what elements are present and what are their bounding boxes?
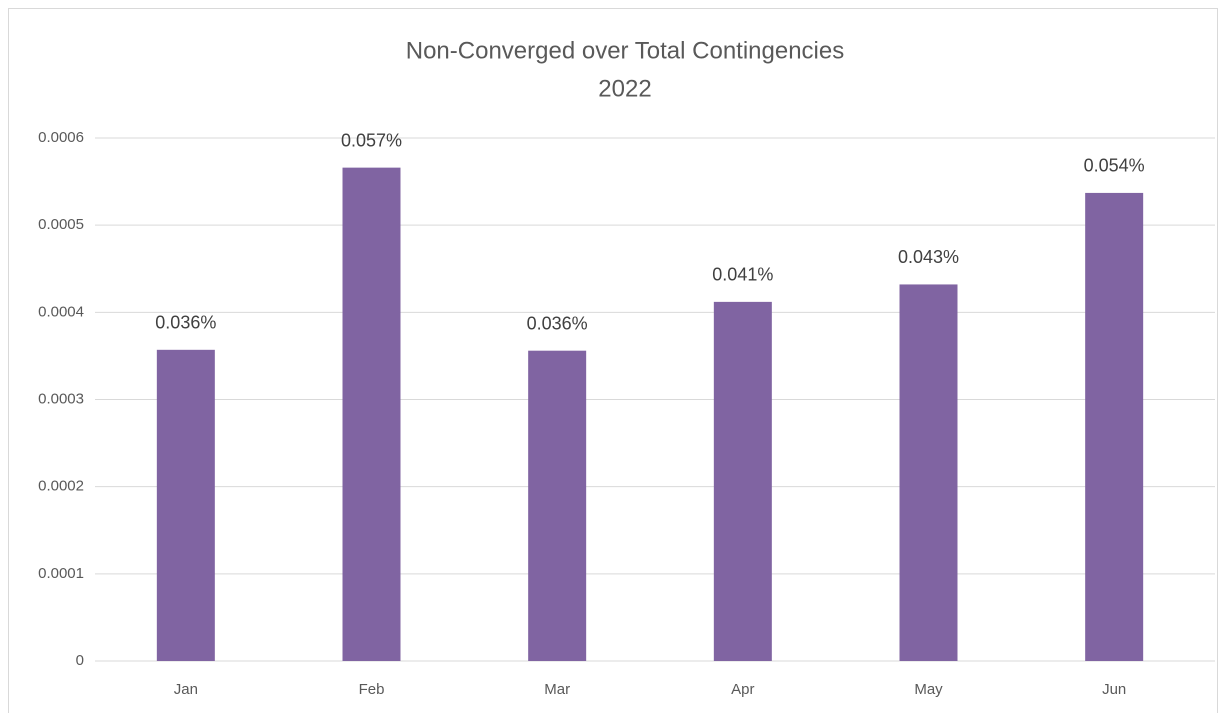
chart-title: Non-Converged over Total Contingencies [406,37,844,64]
y-tick-label: 0.0002 [38,478,84,495]
data-label: 0.043% [898,247,959,267]
bar [156,349,215,661]
x-tick-label: Jan [174,681,198,698]
y-tick-label: 0 [76,652,84,669]
data-label: 0.054% [1084,156,1145,176]
bar [899,284,958,661]
x-tick-label: Mar [544,681,570,698]
x-tick-label: Apr [731,681,754,698]
y-tick-label: 0.0001 [38,565,84,582]
x-tick-label: May [914,681,943,698]
y-tick-label: 0.0005 [38,216,84,233]
x-tick-label: Jun [1102,681,1126,698]
bar [528,350,587,661]
data-label: 0.036% [155,313,216,333]
chart-subtitle: 2022 [598,75,651,102]
bar [342,167,401,662]
data-label: 0.057% [341,130,402,150]
data-label: 0.041% [712,265,773,285]
y-tick-label: 0.0004 [38,303,84,320]
data-label: 0.036% [527,313,588,333]
y-tick-label: 0.0003 [38,390,84,407]
bar [1085,192,1144,662]
bar [713,301,772,661]
y-tick-label: 0.0006 [38,129,84,146]
x-tick-label: Feb [359,681,385,698]
